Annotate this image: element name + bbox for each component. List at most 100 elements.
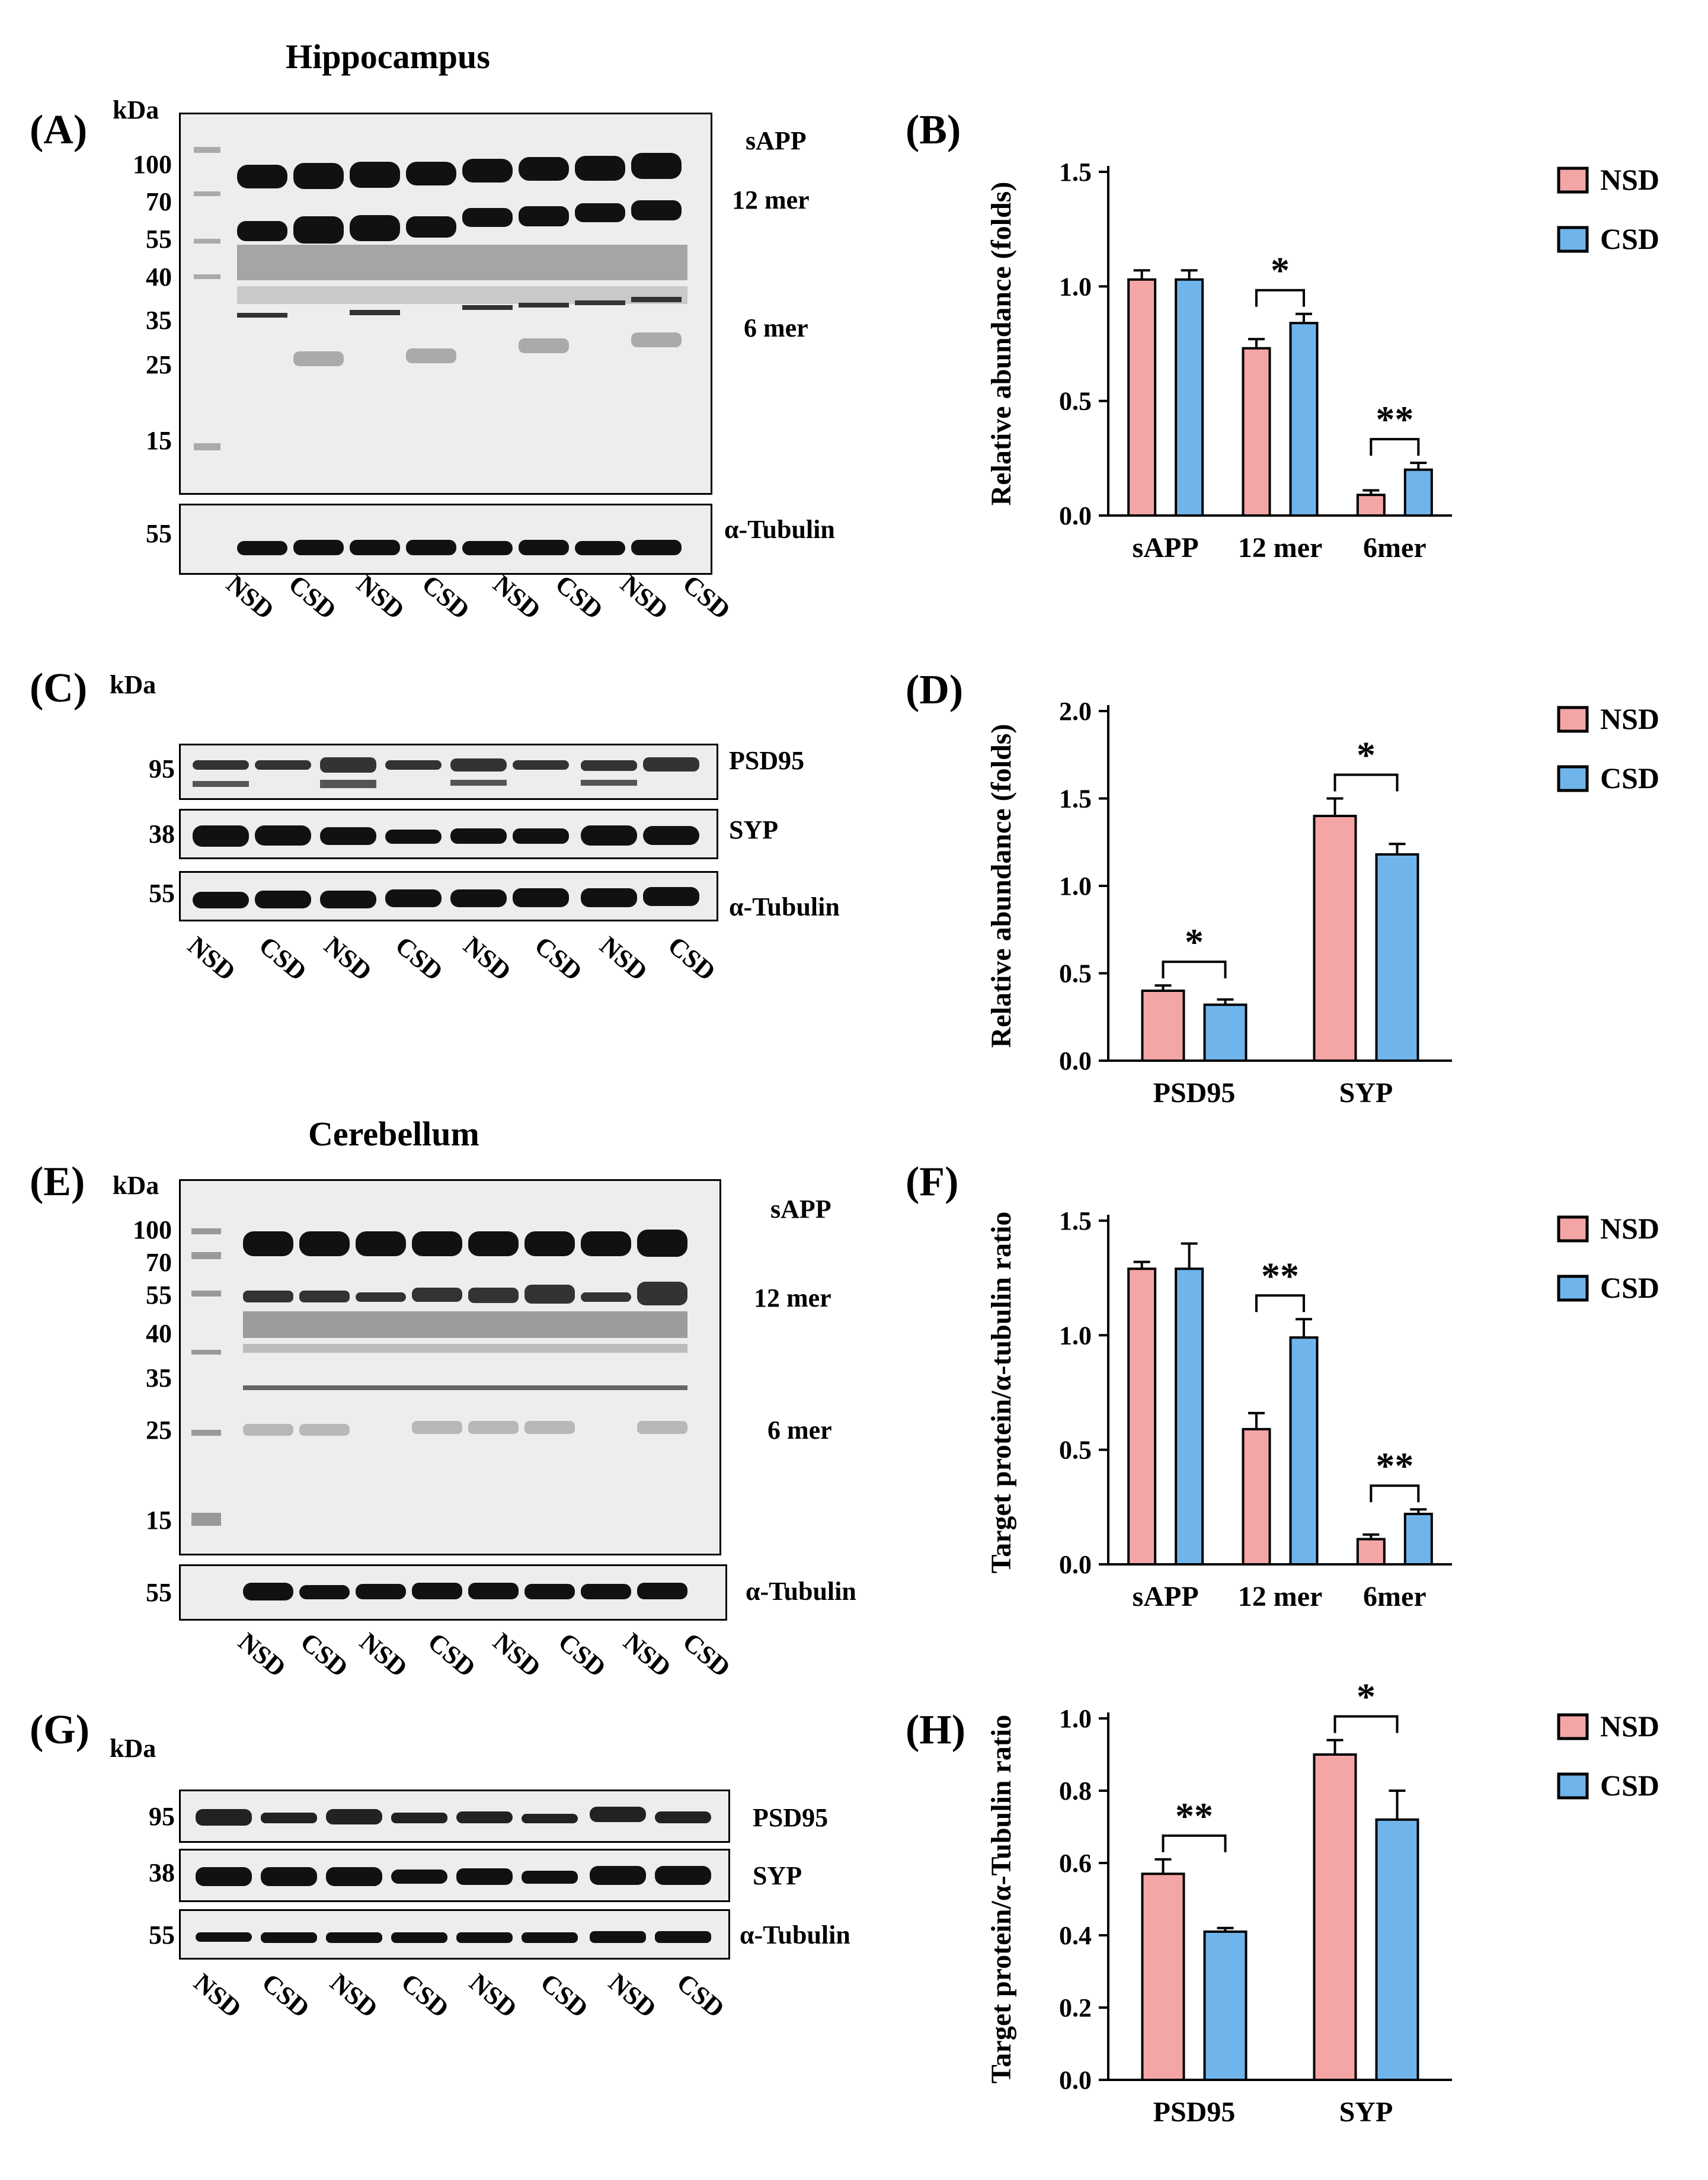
x-tick-label: 12 mer [1238, 1581, 1323, 1612]
legend-swatch-csd [1557, 1275, 1589, 1302]
y-tick-label: 0.8 [1059, 1776, 1092, 1806]
panel-a-kda: kDa [113, 95, 159, 124]
x-tick-label: 6mer [1363, 532, 1426, 564]
x-tick-label: 6mer [1363, 1581, 1426, 1612]
row-label-psd95: PSD95 [753, 1803, 829, 1832]
row-label-syp: SYP [729, 815, 779, 844]
significance-bracket [1333, 773, 1399, 792]
legend-swatch-csd [1557, 226, 1589, 253]
y-axis-label: Target protein/α-Tubulin ratio [986, 1715, 1017, 2083]
y-tick-label: 1.5 [1059, 158, 1092, 187]
row-label-tubulin: α-Tubulin [740, 1920, 850, 1949]
bar-nsd [1313, 815, 1357, 1062]
lane-label: CSD [671, 1967, 730, 2024]
panel-e-tubulin-blot [179, 1564, 727, 1621]
y-axis-label: Relative abundance (folds) [986, 724, 1017, 1048]
panel-f-label: (F) [906, 1159, 959, 1205]
hippocampus-title: Hippocampus [286, 37, 490, 76]
mw-label: 35 [146, 306, 172, 335]
lane-label: CSD [256, 1967, 315, 2024]
panel-c-label: (C) [30, 665, 88, 711]
lane-label: CSD [677, 569, 736, 625]
mw-label: 40 [146, 263, 172, 292]
mw-label: 15 [146, 426, 172, 455]
x-tick-label: SYP [1339, 2096, 1393, 2128]
mw-label: 70 [146, 1248, 172, 1277]
band-label-12mer: 12 mer [754, 1283, 831, 1313]
significance-bracket [1370, 1484, 1420, 1503]
legend-label: NSD [1600, 163, 1659, 196]
lane-label: NSD [603, 1967, 662, 2024]
mw-label: 38 [149, 819, 175, 849]
panel-g-syp-image [181, 1851, 728, 1900]
y-axis-label: Target protein/α-tubulin ratio [986, 1212, 1017, 1574]
panel-c-syp-blot [179, 809, 718, 859]
band-label-sapp: sAPP [770, 1195, 831, 1224]
lane-label: NSD [487, 569, 546, 625]
lane-label: CSD [283, 569, 342, 625]
band-label-6mer: 6 mer [767, 1416, 832, 1445]
bar-nsd [1141, 1872, 1185, 2081]
panel-c-syp-image [181, 811, 717, 857]
chart-d: Relative abundance (folds) 0.0 0.5 1.0 1.5 2.… [986, 697, 1659, 1109]
bar-nsd [1356, 494, 1386, 517]
mw-label: 95 [149, 1802, 175, 1831]
bar-csd [1403, 1512, 1433, 1566]
significance-bracket [1162, 961, 1227, 979]
mw-label: 55 [146, 1578, 172, 1607]
mw-label: 55 [146, 519, 172, 548]
mw-label: 100 [133, 150, 172, 179]
bar-nsd [1242, 1427, 1271, 1566]
panel-g-tubulin-blot [179, 1909, 730, 1960]
x-tick-label: 12 mer [1238, 532, 1323, 564]
panel-a-blot [179, 113, 712, 495]
lane-label: NSD [182, 930, 241, 987]
y-tick-label: 0.0 [1059, 501, 1092, 530]
y-tick-label: 0.5 [1059, 1436, 1092, 1465]
y-tick-label: 1.0 [1059, 872, 1092, 901]
bar-csd [1289, 1336, 1319, 1566]
significance-mark: * [1357, 734, 1376, 776]
significance-mark: ** [1376, 1445, 1413, 1487]
lane-label: CSD [395, 1967, 455, 2024]
chart-h: Target protein/α-Tubulin ratio 0.0 0.2 0.4 0… [986, 1676, 1659, 2128]
band-label-sapp: sAPP [746, 126, 807, 155]
legend-label: CSD [1600, 761, 1659, 795]
y-tick-label: 0.0 [1059, 2066, 1092, 2095]
bar-csd [1375, 853, 1419, 1062]
lane-label: CSD [535, 1967, 594, 2024]
bar-csd [1375, 1818, 1419, 2081]
panel-g-label: (G) [30, 1707, 90, 1753]
lane-label: NSD [615, 569, 674, 625]
bar-nsd [1141, 990, 1185, 1062]
lane-label: CSD [422, 1627, 481, 1683]
significance-bracket [1255, 289, 1305, 307]
row-label-tubulin: α-Tubulin [729, 892, 840, 921]
mw-label: 15 [146, 1506, 172, 1535]
panel-g-tubulin-image [181, 1911, 728, 1958]
mw-label: 70 [146, 187, 172, 216]
panel-g-syp-blot [179, 1849, 730, 1902]
lane-label: CSD [529, 930, 588, 987]
bar-nsd [1127, 1267, 1157, 1566]
panel-g-psd95-blot [179, 1790, 730, 1843]
panel-c-kda: kDa [110, 670, 156, 699]
panel-a-tubulin-image [181, 505, 711, 573]
significance-mark: * [1357, 1676, 1376, 1718]
y-tick-label: 0.4 [1059, 1921, 1092, 1950]
bar-csd [1403, 468, 1433, 517]
row-label-syp: SYP [753, 1861, 802, 1890]
panel-c-psd95-blot [179, 744, 718, 800]
panel-e-label: (E) [30, 1159, 85, 1205]
lane-label: CSD [549, 569, 609, 625]
significance-mark: ** [1376, 398, 1413, 440]
significance-mark: * [1271, 249, 1290, 292]
lane-label: CSD [662, 930, 721, 987]
mw-label: 38 [149, 1858, 175, 1887]
panel-d-label: (D) [906, 667, 964, 713]
lane-label: NSD [220, 569, 280, 625]
loading-label-tubulin: α-Tubulin [746, 1577, 856, 1606]
lane-label: NSD [351, 569, 410, 625]
y-tick-label: 1.0 [1059, 272, 1092, 301]
legend-swatch-csd [1557, 1772, 1589, 1800]
